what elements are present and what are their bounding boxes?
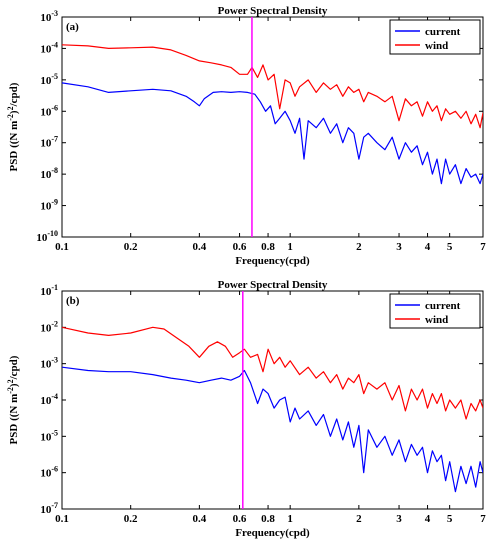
x-tick-label: 3 [396, 241, 402, 253]
y-axis-label: PSD ((N m-2)2/cpd) [6, 82, 20, 171]
legend-box [389, 19, 481, 55]
x-tick-label: 0.8 [261, 513, 275, 525]
axes-box [61, 16, 484, 238]
chart-title: Power Spectral Density [218, 279, 328, 291]
panel-label: (b) [66, 295, 80, 307]
x-tick-label: 1 [287, 513, 293, 525]
x-tick-label: 0.1 [55, 241, 69, 253]
x-tick-label: 1 [287, 241, 293, 253]
y-tick-label: 10-3 [40, 9, 58, 24]
x-tick-label: 0.4 [192, 241, 206, 253]
series-group [62, 326, 483, 493]
series-line-wind [62, 326, 483, 420]
series-line-wind [62, 44, 483, 129]
legend-label-wind: wind [425, 40, 448, 52]
y-tick-label: 10-10 [36, 229, 58, 244]
legend: current wind [389, 293, 481, 329]
y-tick-label: 10-3 [40, 356, 58, 371]
legend-label-wind: wind [425, 314, 448, 326]
series-line-current [62, 366, 483, 493]
x-tick-label: 7 [480, 513, 486, 525]
y-tick-label: 10-2 [40, 319, 58, 334]
panel-label: (a) [66, 21, 79, 33]
x-tick-label: 2 [356, 241, 362, 253]
x-tick-label: 7 [480, 241, 486, 253]
y-tick-label: 10-6 [40, 465, 58, 480]
legend: current wind [389, 19, 481, 55]
y-tick-label: 10-7 [40, 501, 58, 516]
series-line-current [62, 82, 483, 185]
y-tick-label: 10-4 [40, 392, 58, 407]
chart-panel-2: 0.1 0.2 0.4 0.6 0.8 1 2 3 4 5 7 10-7 10-6 10-5 10-4 10-… [6, 279, 486, 539]
x-tick-label: 4 [425, 513, 431, 525]
chart-panel-1: 0.1 0.2 0.4 0.6 0.8 1 2 3 4 5 7 10-10 10-9 10-8 10-7 10… [6, 5, 486, 267]
x-axis-label: Frequency(cpd) [235, 527, 310, 539]
y-tick-label: 10-4 [40, 40, 58, 55]
x-tick-label: 5 [447, 513, 453, 525]
series-group [62, 44, 483, 185]
legend-box [389, 293, 481, 329]
x-tick-label: 5 [447, 241, 453, 253]
x-tick-label: 0.6 [233, 241, 247, 253]
x-tick-label: 0.8 [261, 241, 275, 253]
y-tick-label: 10-1 [40, 283, 58, 298]
legend-label-current: current [425, 300, 461, 312]
legend-label-current: current [425, 26, 461, 38]
y-tick-label: 10-5 [40, 428, 58, 443]
y-axis-label: PSD ((N m-2)2/cpd) [6, 355, 20, 444]
x-tick-label: 0.2 [124, 513, 138, 525]
x-tick-label: 2 [356, 513, 362, 525]
x-tick-label: 3 [396, 513, 402, 525]
y-tick-label: 10-7 [40, 135, 58, 150]
x-tick-label: 4 [425, 241, 431, 253]
x-tick-label: 0.4 [192, 513, 206, 525]
chart-title: Power Spectral Density [218, 5, 328, 17]
x-tick-label: 0.2 [124, 241, 138, 253]
x-tick-label: 0.1 [55, 513, 69, 525]
y-tick-label: 10-6 [40, 103, 58, 118]
x-tick-label: 0.6 [233, 513, 247, 525]
x-axis-label: Frequency(cpd) [235, 255, 310, 267]
y-tick-label: 10-5 [40, 72, 58, 87]
y-tick-label: 10-9 [40, 198, 58, 213]
y-tick-label: 10-8 [40, 166, 58, 181]
